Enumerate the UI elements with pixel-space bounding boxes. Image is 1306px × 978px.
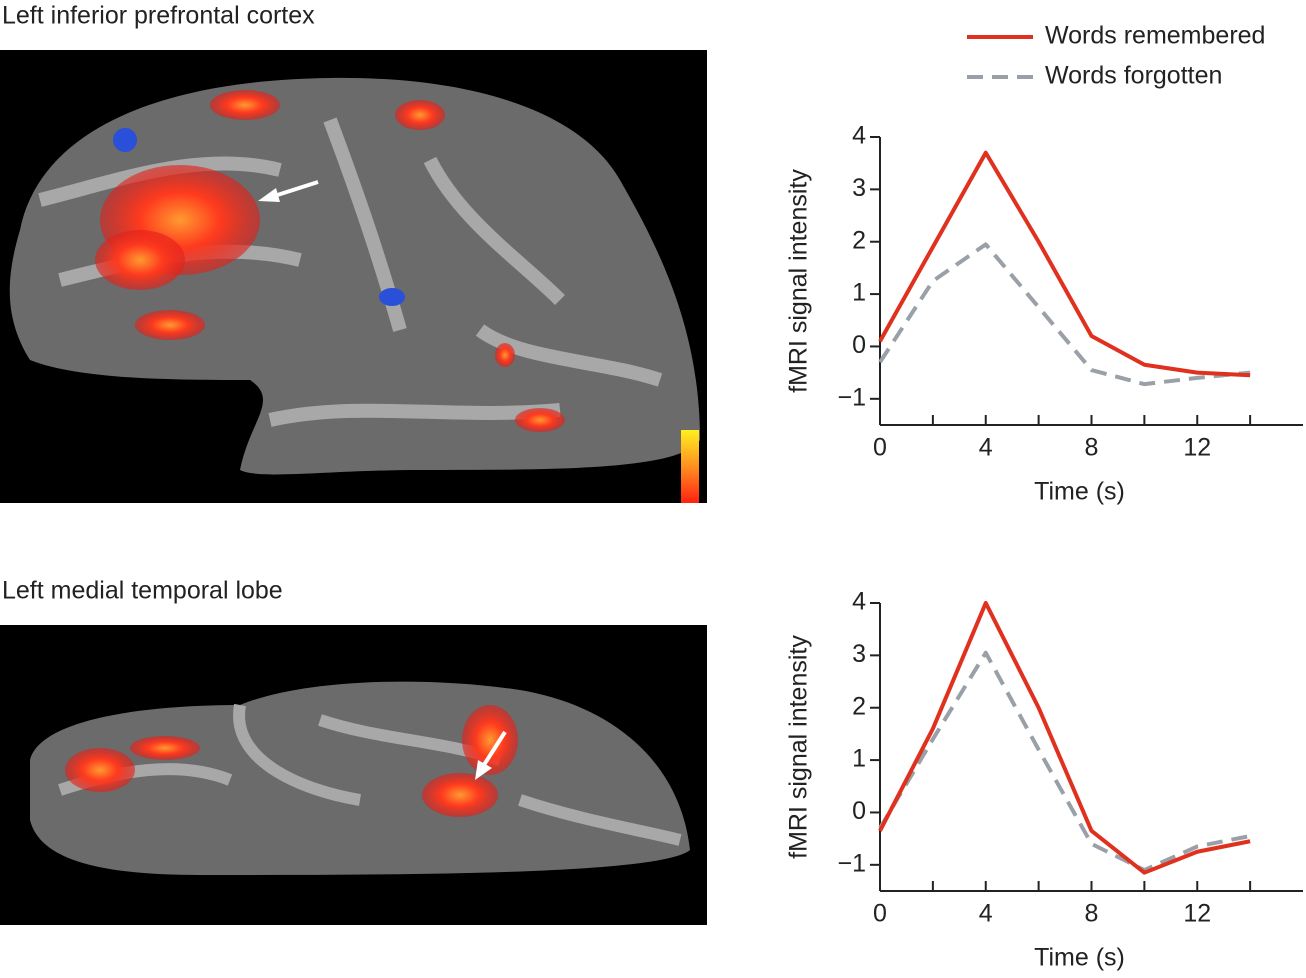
y-tick-label: −1	[837, 849, 866, 877]
x-tick-label: 8	[1085, 434, 1099, 462]
series-line	[878, 242, 1251, 387]
x-axis-label: Time (s)	[1034, 944, 1125, 972]
y-tick-label: −1	[837, 383, 866, 411]
y-axis-label: fMRI signal intensity	[785, 635, 813, 859]
brain-image	[0, 50, 707, 503]
y-tick-label: 3	[852, 174, 866, 202]
x-tick-label: 12	[1183, 900, 1211, 928]
y-tick-label: 3	[852, 640, 866, 668]
y-axis-label: fMRI signal intensity	[785, 169, 813, 393]
x-tick-label: 0	[873, 434, 887, 462]
x-axis-label: Time (s)	[1034, 478, 1125, 506]
image-label: Left inferior prefrontal cortex	[2, 2, 315, 30]
x-tick-label: 8	[1085, 900, 1099, 928]
legend-label: Words remembered	[1045, 22, 1265, 50]
brain-image	[0, 625, 707, 925]
y-tick-label: 1	[852, 279, 866, 307]
image-label: Left medial temporal lobe	[2, 577, 283, 605]
x-tick-label: 4	[979, 434, 993, 462]
legend-label: Words forgotten	[1045, 62, 1222, 90]
series-line	[878, 601, 1251, 875]
y-tick-label: 4	[852, 122, 866, 150]
y-tick-label: 2	[852, 226, 866, 254]
x-tick-label: 4	[979, 900, 993, 928]
y-tick-label: 4	[852, 588, 866, 616]
x-tick-label: 0	[873, 900, 887, 928]
y-tick-label: 0	[852, 797, 866, 825]
y-tick-label: 0	[852, 331, 866, 359]
x-tick-label: 12	[1183, 434, 1211, 462]
y-tick-label: 1	[852, 745, 866, 773]
series-line	[878, 150, 1251, 378]
y-tick-label: 2	[852, 692, 866, 720]
series-line	[878, 650, 1251, 873]
